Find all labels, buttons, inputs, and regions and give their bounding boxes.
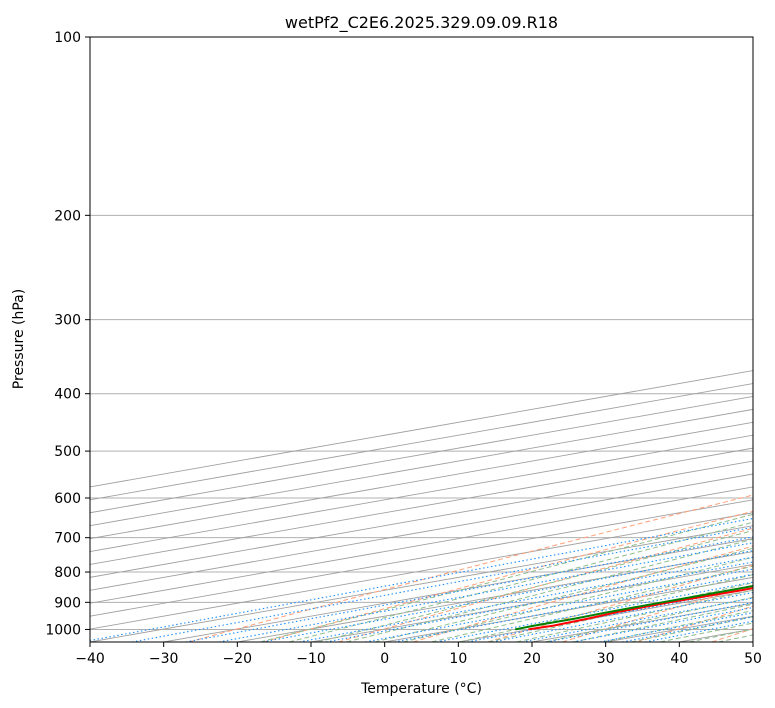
y-tick-label: 200 bbox=[54, 208, 81, 224]
y-tick-label: 800 bbox=[54, 565, 81, 581]
mixing-ratio-line bbox=[546, 601, 753, 642]
mixing-ratio-line bbox=[218, 542, 753, 642]
isotherm-line bbox=[90, 499, 753, 617]
moist-adiabat-line bbox=[431, 565, 753, 642]
x-tick-label: 20 bbox=[523, 651, 541, 667]
dry-adiabat-line bbox=[412, 545, 753, 642]
y-axis: 100 200 300 400 500 600 700 800 900 1000 bbox=[45, 30, 90, 638]
pressure-grid bbox=[90, 37, 753, 630]
plot-area: 0.10.20.40.611.52346810131620253036-100-… bbox=[90, 37, 753, 642]
x-tick-label: −40 bbox=[75, 651, 105, 667]
isotherm-line bbox=[163, 538, 753, 642]
dry-adiabat-line bbox=[188, 494, 753, 642]
chart-title: wetPf2_C2E6.2025.329.09.09.R18 bbox=[285, 13, 558, 33]
isotherm-line bbox=[90, 473, 753, 591]
moist-adiabat-line bbox=[374, 547, 753, 642]
y-tick-label: 300 bbox=[54, 313, 81, 329]
isotherms bbox=[90, 370, 753, 642]
x-tick-label: −30 bbox=[149, 651, 179, 667]
mixing-ratio-line bbox=[622, 616, 753, 642]
mixing-ratio-line bbox=[131, 526, 753, 642]
mixing-ratio-line bbox=[185, 536, 753, 642]
moist-adiabat-line bbox=[544, 596, 753, 642]
isotherm-line bbox=[90, 486, 753, 604]
x-tick-label: −20 bbox=[223, 651, 253, 667]
isotherm-line bbox=[90, 434, 753, 552]
mixing-ratio-line bbox=[262, 550, 753, 642]
dry-adiabat-line bbox=[562, 584, 753, 642]
moist-adiabat-line bbox=[259, 513, 753, 642]
y-tick-label: 100 bbox=[54, 30, 81, 46]
x-tick-label: 40 bbox=[670, 651, 688, 667]
x-tick-label: 0 bbox=[380, 651, 389, 667]
y-tick-label: 900 bbox=[54, 595, 81, 611]
moist-adiabat-line bbox=[317, 530, 753, 642]
isotherm-line bbox=[90, 525, 753, 642]
isotherm-line bbox=[90, 460, 753, 578]
x-tick-label: 10 bbox=[449, 651, 467, 667]
y-tick-label: 600 bbox=[54, 491, 81, 507]
isotherm-line bbox=[90, 447, 753, 565]
mixing-ratio-line bbox=[325, 561, 753, 642]
y-tick-label: 400 bbox=[54, 387, 81, 403]
y-tick-label: 1000 bbox=[45, 622, 81, 638]
plot-frame bbox=[89, 36, 754, 643]
x-tick-label: 30 bbox=[597, 651, 615, 667]
x-axis-label: Temperature (°C) bbox=[360, 681, 482, 697]
y-tick-label: 500 bbox=[54, 444, 81, 460]
x-tick-label: 50 bbox=[744, 651, 762, 667]
x-axis: −40 −30 −20 −10 0 10 20 30 40 50 bbox=[75, 642, 762, 667]
mixing-ratio-lines bbox=[90, 517, 753, 642]
mixing-ratio-line bbox=[572, 606, 753, 642]
moist-adiabat-line bbox=[288, 521, 753, 642]
moist-adiabat-line bbox=[516, 589, 753, 642]
x-tick-label: −10 bbox=[296, 651, 326, 667]
y-axis-label: Pressure (hPa) bbox=[11, 289, 27, 389]
mixing-ratio-line bbox=[599, 612, 753, 642]
mixing-ratio-line bbox=[299, 556, 753, 642]
isotherm-line bbox=[90, 512, 753, 630]
y-tick-label: 700 bbox=[54, 531, 81, 547]
